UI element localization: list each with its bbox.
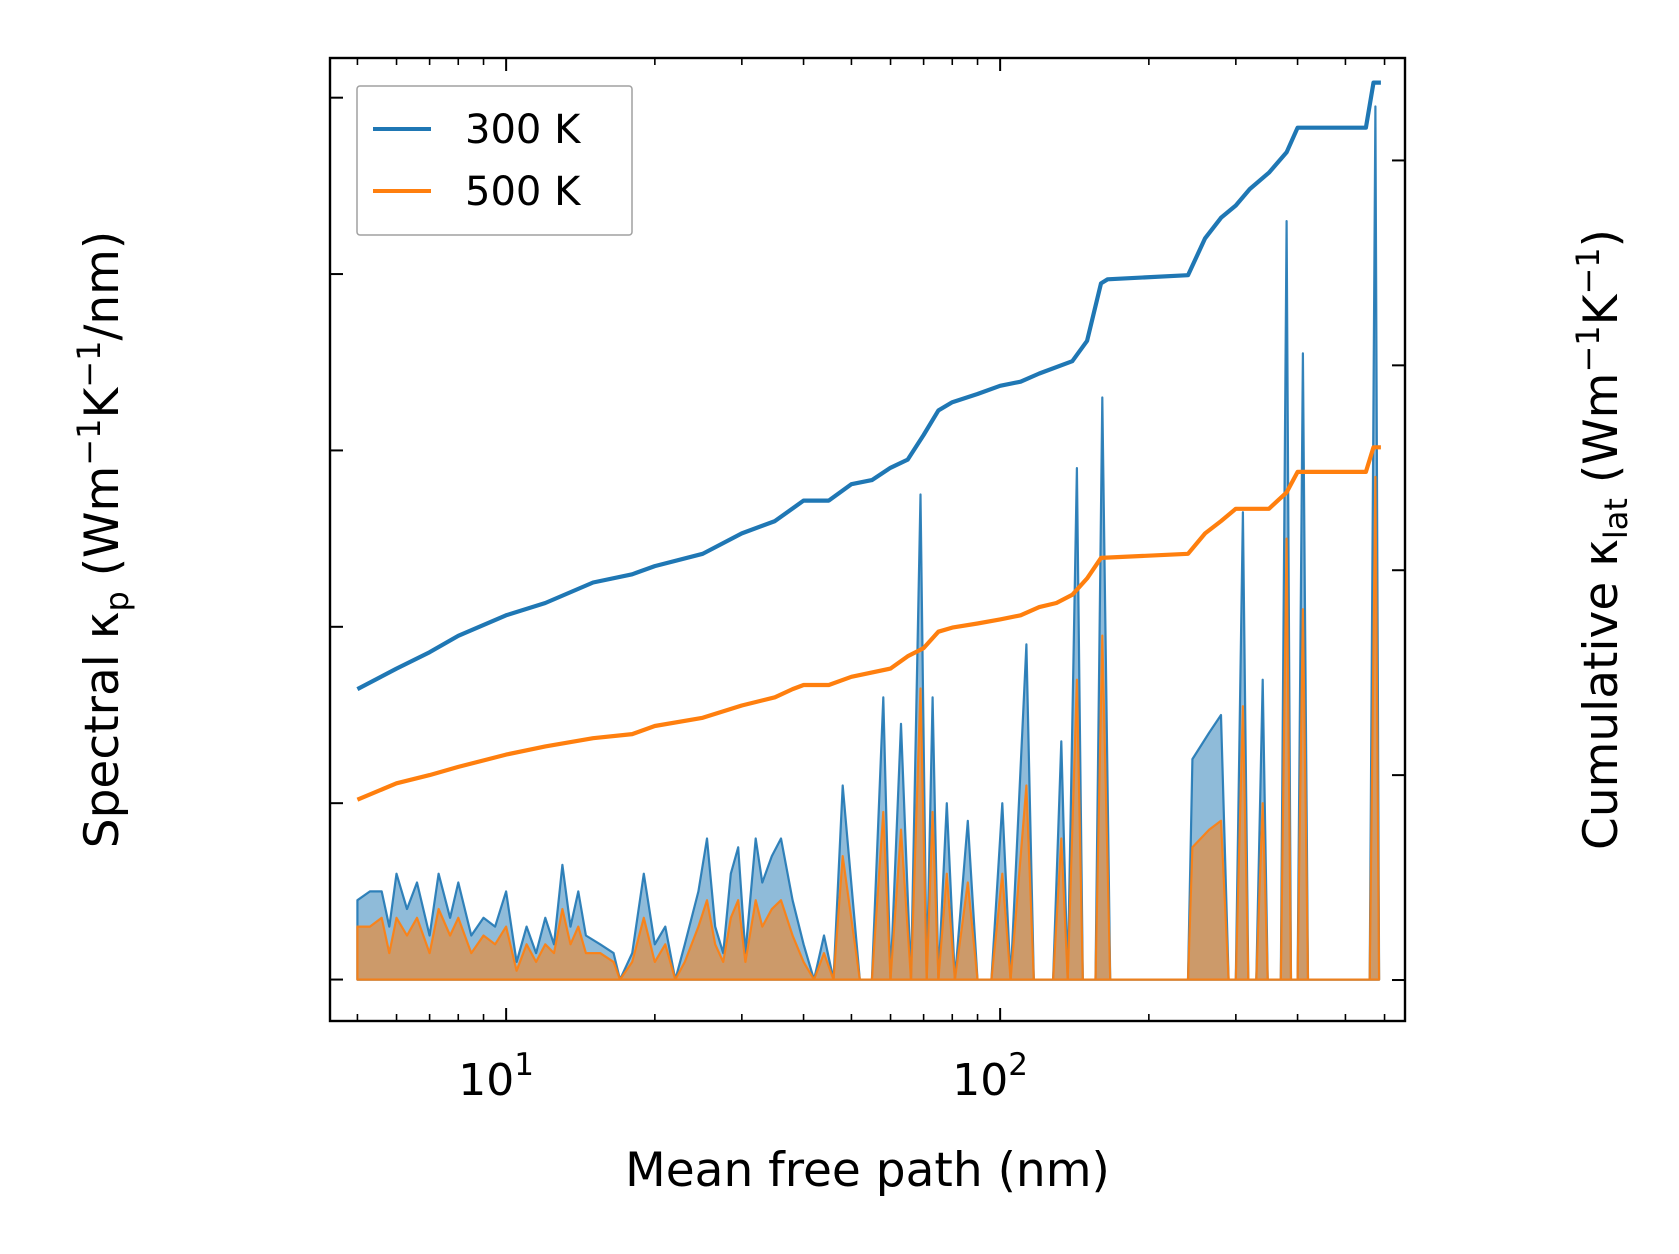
- x-tick-base: 10: [952, 1055, 1008, 1106]
- plot-frame: [328, 56, 1407, 1023]
- cumulative-line-500k: [356, 445, 1381, 802]
- x-tick-label: 102: [952, 1047, 1028, 1106]
- legend: 300 K 500 K: [356, 85, 633, 236]
- spectral-area-500k: [356, 475, 1381, 981]
- x-tick-exponent: 1: [514, 1047, 534, 1083]
- y-axis-title: Spectral κp (Wm−1K−1/nm): [70, 231, 136, 848]
- legend-label-500k: 500 K: [465, 169, 582, 215]
- x-axis-title: Mean free path (nm): [625, 1143, 1110, 1198]
- data-layer: [356, 80, 1381, 981]
- x-tick-base: 10: [458, 1055, 514, 1106]
- x-tick-label: 101: [458, 1047, 534, 1106]
- x-tick-exponent: 2: [1008, 1047, 1028, 1083]
- legend-box: [356, 85, 633, 236]
- legend-label-300k: 300 K: [465, 107, 582, 153]
- y2-axis-title: Cumulative κlat (Wm−1K−1): [1569, 229, 1635, 850]
- tick-layer: 101 102: [330, 58, 1405, 1106]
- cumulative-line-300k: [356, 80, 1381, 691]
